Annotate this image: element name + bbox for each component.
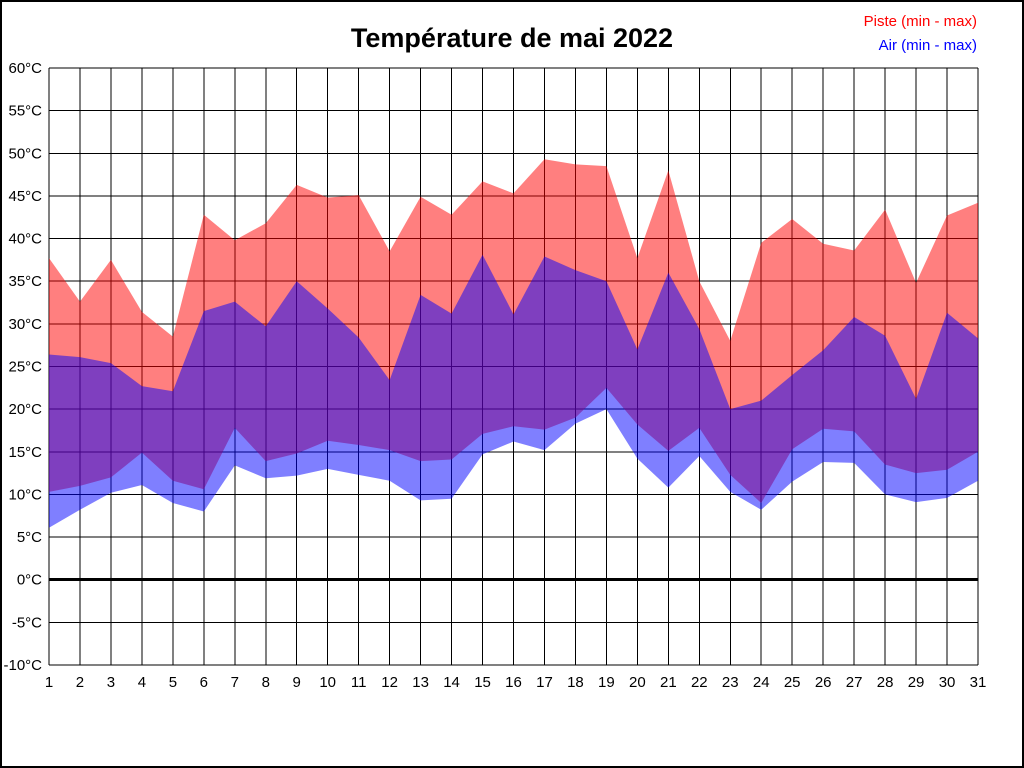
x-axis-tick-label: 22 [691, 674, 708, 691]
x-axis-tick-label: 23 [722, 674, 739, 691]
x-axis-tick-label: 31 [970, 674, 987, 691]
y-axis-tick-label: 45°C [8, 188, 42, 205]
y-axis-tick-label: 35°C [8, 273, 42, 290]
y-axis-tick-label: 20°C [8, 401, 42, 418]
x-axis-tick-label: 17 [536, 674, 553, 691]
y-axis-tick-label: 0°C [17, 572, 42, 589]
bands [49, 159, 978, 528]
y-axis-tick-label: 10°C [8, 486, 42, 503]
x-axis-tick-label: 11 [351, 674, 367, 691]
x-axis-tick-label: 27 [846, 674, 863, 691]
x-axis-tick-label: 8 [262, 674, 270, 691]
x-axis-tick-label: 10 [319, 674, 336, 691]
x-axis-tick-label: 21 [660, 674, 677, 691]
legend-piste-label: Piste (min - max) [864, 13, 977, 30]
y-axis-tick-label: 50°C [8, 145, 42, 162]
x-axis-tick-label: 3 [107, 674, 115, 691]
x-axis-tick-label: 15 [474, 674, 491, 691]
y-axis-tick-label: -5°C [12, 614, 42, 631]
y-axis-tick-label: 25°C [8, 359, 42, 376]
x-axis-tick-label: 5 [169, 674, 177, 691]
x-axis-tick-label: 7 [231, 674, 239, 691]
y-axis-tick-label: 5°C [17, 529, 42, 546]
x-axis-tick-label: 13 [412, 674, 429, 691]
x-axis-tick-label: 4 [138, 674, 146, 691]
x-axis-tick-label: 24 [753, 674, 770, 691]
y-axis-tick-label: 40°C [8, 231, 42, 248]
x-axis-tick-label: 6 [200, 674, 208, 691]
axis-tick-labels: 60°C55°C50°C45°C40°C35°C30°C25°C20°C15°C… [3, 60, 986, 691]
legend-air-label: Air (min - max) [879, 37, 977, 54]
x-axis-tick-label: 28 [877, 674, 894, 691]
y-axis-tick-label: 55°C [8, 103, 42, 120]
y-axis-tick-label: 15°C [8, 444, 42, 461]
x-axis-tick-label: 9 [293, 674, 301, 691]
x-axis-tick-label: 16 [505, 674, 522, 691]
x-axis-tick-label: 30 [939, 674, 956, 691]
x-axis-tick-label: 1 [45, 674, 53, 691]
air-band [49, 254, 978, 528]
x-axis-tick-label: 26 [815, 674, 832, 691]
x-axis-tick-label: 29 [908, 674, 925, 691]
x-axis-tick-label: 19 [598, 674, 615, 691]
x-axis-tick-label: 2 [76, 674, 84, 691]
x-axis-tick-label: 20 [629, 674, 646, 691]
y-axis-tick-label: 30°C [8, 316, 42, 333]
y-axis-tick-label: -10°C [3, 657, 42, 674]
chart-title: Température de mai 2022 [351, 23, 673, 53]
y-axis-tick-label: 60°C [8, 60, 42, 77]
x-axis-tick-label: 14 [443, 674, 460, 691]
x-axis-tick-label: 18 [567, 674, 584, 691]
x-axis-tick-label: 25 [784, 674, 801, 691]
x-axis-tick-label: 12 [381, 674, 398, 691]
